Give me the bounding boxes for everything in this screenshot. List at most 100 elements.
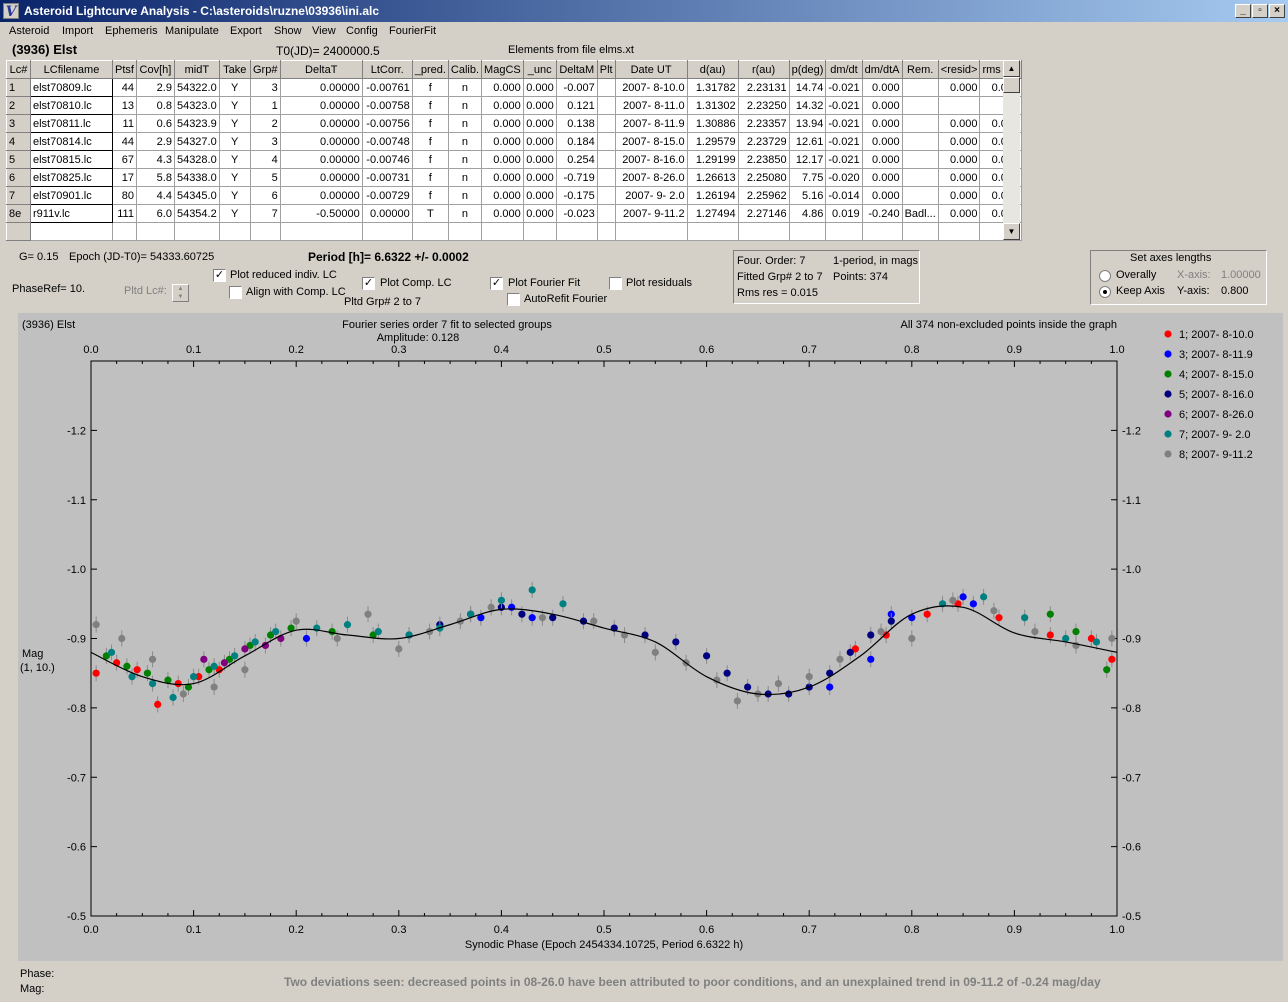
pltd-lc-spinner[interactable]: ▲ ▼	[172, 284, 189, 302]
table-cell[interactable]	[614, 222, 688, 241]
table-cell[interactable]: 2.23131	[737, 78, 790, 97]
table-cell[interactable]: 54322.0	[173, 78, 220, 97]
table-cell[interactable]: 6	[249, 186, 281, 205]
column-header[interactable]: LCfilename	[30, 60, 113, 79]
lightcurve-plot[interactable]: (3936) Elst Fourier series order 7 fit t…	[18, 313, 1283, 961]
table-cell[interactable]	[481, 222, 524, 241]
table-cell[interactable]: 0.000	[481, 168, 524, 187]
table-cell[interactable]: -0.021	[825, 114, 863, 133]
table-cell[interactable]: Y	[218, 168, 251, 187]
plot-comp-checkbox[interactable]: ✓	[362, 277, 375, 290]
table-cell[interactable]	[447, 222, 483, 241]
table-cell[interactable]	[218, 222, 251, 241]
table-cell[interactable]: -0.00756	[361, 114, 413, 133]
table-cell[interactable]: Y	[218, 204, 251, 223]
table-cell[interactable]: 0.000	[522, 132, 557, 151]
menu-manipulate[interactable]: Manipulate	[165, 25, 219, 37]
table-cell[interactable]	[937, 222, 981, 241]
table-cell[interactable]: 54328.0	[173, 150, 220, 169]
column-header[interactable]: Cov[h]	[135, 60, 175, 79]
table-cell[interactable]: 12.61	[788, 132, 827, 151]
overally-radio[interactable]	[1099, 270, 1111, 282]
table-cell[interactable]: 4.86	[788, 204, 827, 223]
table-cell[interactable]: f	[411, 78, 449, 97]
table-cell[interactable]: 0.184	[555, 132, 598, 151]
table-cell[interactable]: 0.000	[481, 204, 524, 223]
table-cell[interactable]: 12.17	[788, 150, 827, 169]
table-cell[interactable]: 5.16	[788, 186, 827, 205]
table-cell[interactable]: Y	[218, 132, 251, 151]
table-cell[interactable]: -0.719	[555, 168, 598, 187]
table-cell[interactable]: 0.6	[135, 114, 175, 133]
table-cell[interactable]	[596, 186, 616, 205]
table-cell[interactable]: 0.000	[522, 96, 557, 115]
table-cell[interactable]	[901, 114, 939, 133]
table-cell[interactable]	[135, 222, 175, 241]
table-cell[interactable]	[596, 222, 616, 241]
minimize-button[interactable]: _	[1235, 4, 1251, 18]
table-cell[interactable]: 0.00000	[279, 168, 363, 187]
app-icon[interactable]: V	[3, 3, 19, 20]
table-cell[interactable]: 4.3	[135, 150, 175, 169]
menu-view[interactable]: View	[312, 25, 336, 37]
table-cell[interactable]: 0.000	[861, 96, 903, 115]
table-cell[interactable]: 2.23850	[737, 150, 790, 169]
table-cell[interactable]: 0.138	[555, 114, 598, 133]
column-header[interactable]: dm/dtA	[861, 60, 903, 79]
table-cell[interactable]: 54354.2	[173, 204, 220, 223]
column-header[interactable]: Take	[218, 60, 251, 79]
column-header[interactable]: Rem.	[901, 60, 939, 79]
table-cell[interactable]: 0.000	[937, 114, 981, 133]
table-cell[interactable]: 5	[249, 168, 281, 187]
table-cell[interactable]	[596, 78, 616, 97]
table-cell[interactable]: 54345.0	[173, 186, 220, 205]
table-cell[interactable]: -0.175	[555, 186, 598, 205]
table-cell[interactable]: 0.000	[481, 78, 524, 97]
table-cell[interactable]: 0.000	[937, 204, 981, 223]
table-cell[interactable]: 44	[112, 132, 137, 151]
menu-config[interactable]: Config	[346, 25, 378, 37]
table-cell[interactable]: 0.00000	[361, 204, 413, 223]
plot-reduced-checkbox[interactable]: ✓	[213, 269, 226, 282]
table-cell[interactable]: Y	[218, 114, 251, 133]
table-cell[interactable]: 0.000	[937, 78, 981, 97]
table-cell[interactable]: elst70809.lc	[30, 78, 113, 97]
table-cell[interactable]: 2007- 8-15.0	[614, 132, 688, 151]
column-header[interactable]: _unc	[522, 60, 557, 79]
row-number[interactable]: 4	[6, 132, 31, 151]
table-cell[interactable]	[901, 222, 939, 241]
table-cell[interactable]: 2.23250	[737, 96, 790, 115]
table-cell[interactable]: 1.26613	[686, 168, 739, 187]
table-cell[interactable]: -0.00758	[361, 96, 413, 115]
table-cell[interactable]: 5.8	[135, 168, 175, 187]
table-cell[interactable]: 0.000	[481, 96, 524, 115]
table-cell[interactable]: n	[447, 168, 483, 187]
column-header[interactable]: midT	[173, 60, 220, 79]
table-cell[interactable]: 0.000	[861, 132, 903, 151]
table-cell[interactable]: 2007- 8-11.9	[614, 114, 688, 133]
table-cell[interactable]	[411, 222, 449, 241]
column-header[interactable]: Calib.	[447, 60, 483, 79]
column-header[interactable]: dm/dt	[825, 60, 863, 79]
table-cell[interactable]: 3	[249, 132, 281, 151]
table-cell[interactable]: -0.50000	[279, 204, 363, 223]
table-cell[interactable]	[555, 222, 598, 241]
table-cell[interactable]	[249, 222, 281, 241]
table-cell[interactable]: elst70901.lc	[30, 186, 113, 205]
table-cell[interactable]: 0.000	[937, 186, 981, 205]
table-cell[interactable]	[596, 132, 616, 151]
table-cell[interactable]: f	[411, 168, 449, 187]
table-cell[interactable]	[901, 150, 939, 169]
table-scrollbar[interactable]: ▲ ▼	[1003, 60, 1020, 240]
table-cell[interactable]: -0.014	[825, 186, 863, 205]
table-cell[interactable]	[596, 150, 616, 169]
table-cell[interactable]	[596, 114, 616, 133]
table-cell[interactable]: 2007- 9- 2.0	[614, 186, 688, 205]
table-cell[interactable]: 2007- 8-16.0	[614, 150, 688, 169]
table-row[interactable]: 8e r911v.lc 111 6.0 54354.2 Y 7 -0.50000 0.00000…	[6, 204, 1023, 223]
table-cell[interactable]: 0.00000	[279, 96, 363, 115]
table-cell[interactable]: 0.254	[555, 150, 598, 169]
table-cell[interactable]: 0.000	[861, 168, 903, 187]
close-button[interactable]: ×	[1269, 4, 1285, 18]
table-cell[interactable]: 1.31302	[686, 96, 739, 115]
